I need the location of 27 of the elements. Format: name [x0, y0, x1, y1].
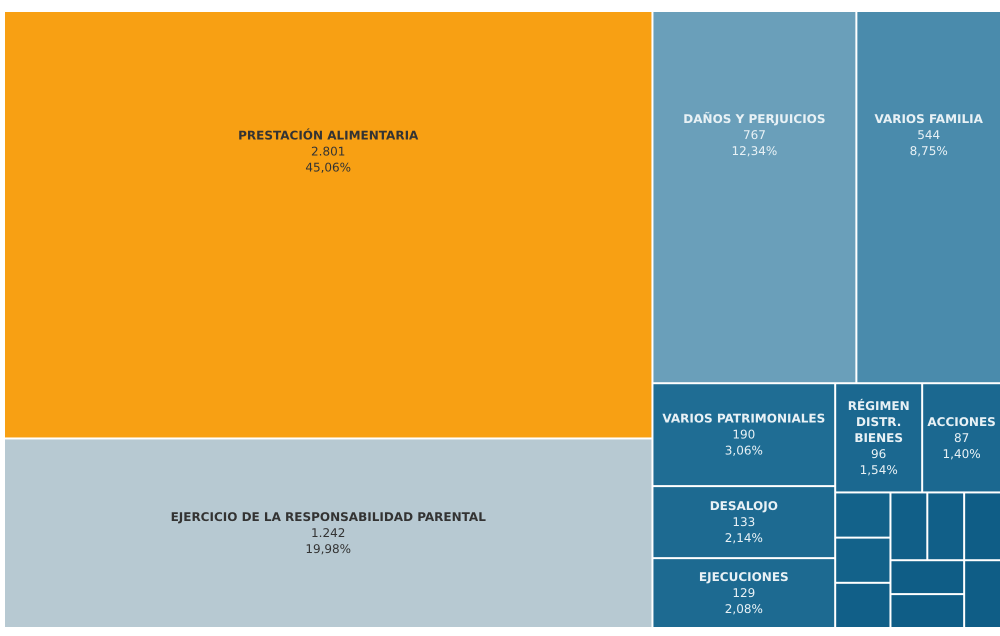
category-label: PRESTACIÓN ALIMENTARIA	[238, 128, 420, 143]
data-label: 767	[742, 128, 766, 142]
category-label: VARIOS PATRIMONIALES	[662, 412, 826, 426]
category-label: EJERCICIO DE LA RESPONSABILIDAD PARENTAL	[170, 510, 486, 524]
text: 12,34%	[732, 144, 778, 158]
category-label: VARIOS FAMILIA	[874, 112, 984, 126]
data-label: 2.801	[311, 144, 346, 159]
data-label: 133	[732, 515, 756, 530]
text: 2,14%	[724, 531, 763, 546]
text: 45,06%	[305, 160, 352, 175]
data-label: 129	[732, 586, 756, 600]
data-label: 96	[871, 446, 886, 461]
text: 8,75%	[910, 144, 948, 158]
data-label: 1.242	[311, 526, 346, 540]
data-label: 190	[732, 428, 756, 442]
data-label: 87	[954, 430, 970, 445]
text: 19,98%	[305, 542, 352, 556]
category-label: EJECUCIONES	[698, 570, 789, 584]
category-label: DAÑOS Y PERJUICIOS	[683, 111, 826, 126]
text: 2,08%	[724, 602, 763, 616]
data-label: 544	[917, 128, 940, 142]
category-label: DESALOJO	[710, 499, 778, 514]
text: 1,54%	[860, 462, 898, 477]
category-label: RÉGIMEN DISTR. BIENES	[848, 398, 910, 445]
text: 1,40%	[942, 446, 981, 461]
text: 3,06%	[724, 444, 763, 458]
category-label: ACCIONES	[927, 414, 996, 429]
